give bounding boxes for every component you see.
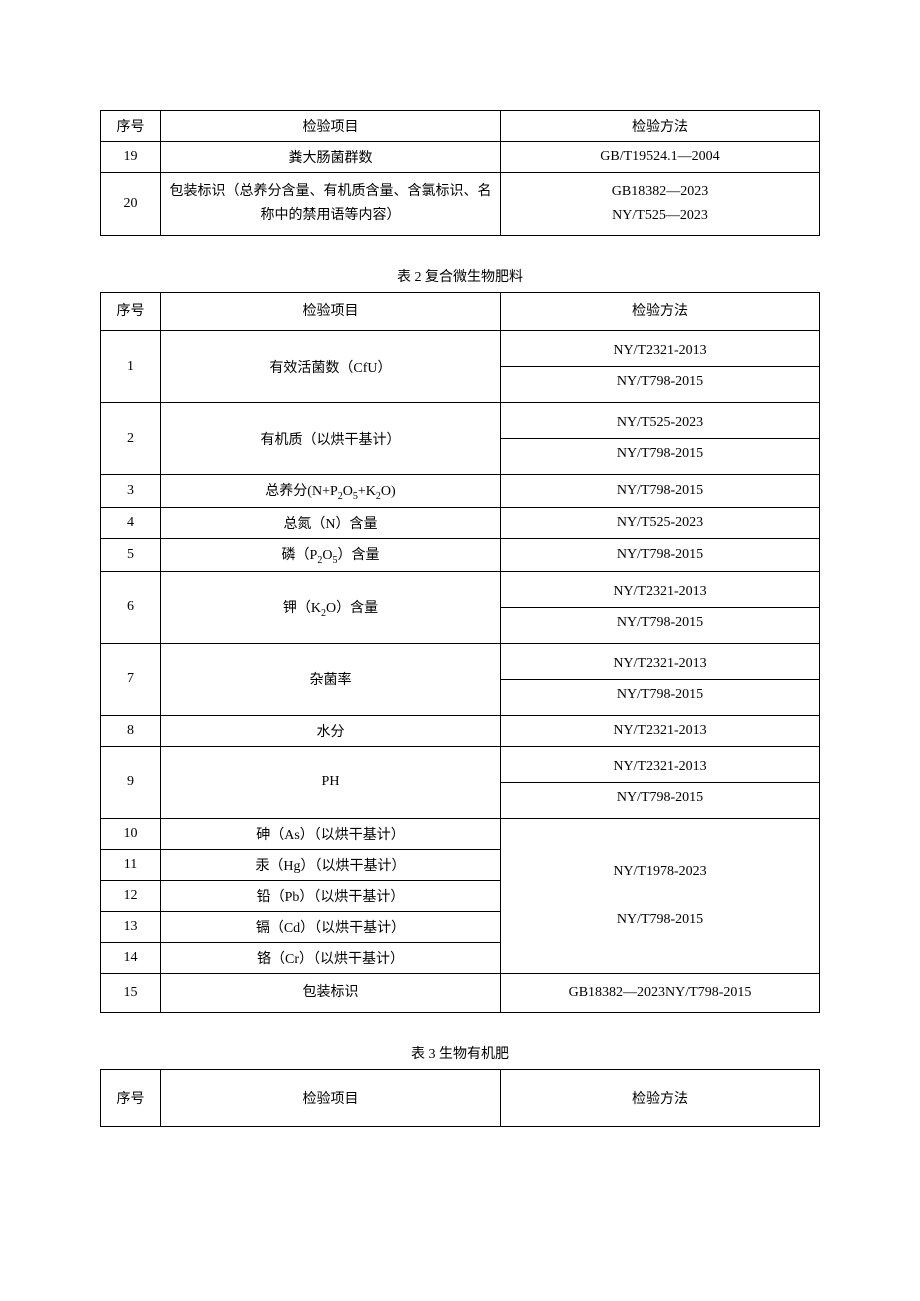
- cell-method: GB18382—2023 NY/T525—2023: [501, 173, 820, 236]
- header-item: 检验项目: [161, 1069, 501, 1126]
- method-a: NY/T1978-2023: [613, 864, 706, 879]
- method-line2: NY/T525—2023: [612, 208, 708, 223]
- header-num: 序号: [101, 292, 161, 331]
- cell-item: 镉（Cd）（以烘干基计）: [161, 911, 501, 942]
- header-num: 序号: [101, 111, 161, 142]
- method-b: NY/T798-2015: [501, 366, 819, 397]
- method-a: NY/T2321-2013: [505, 752, 815, 782]
- cell-item: PH: [161, 746, 501, 818]
- method-b: NY/T798-2015: [617, 912, 703, 927]
- method-a: NY/T525-2023: [505, 408, 815, 438]
- cell-num: 20: [101, 173, 161, 236]
- cell-num: 8: [101, 715, 161, 746]
- cell-num: 11: [101, 849, 161, 880]
- cell-method: NY/T2321-2013 NY/T798-2015: [501, 746, 820, 818]
- cell-num: 12: [101, 880, 161, 911]
- header-item: 检验项目: [161, 111, 501, 142]
- table-row: 9 PH NY/T2321-2013 NY/T798-2015: [101, 746, 820, 818]
- cell-num: 9: [101, 746, 161, 818]
- table-2: 序号 检验项目 检验方法 1 有效活菌数（CfU） NY/T2321-2013 …: [100, 292, 820, 1013]
- cell-item: 铬（Cr）（以烘干基计）: [161, 942, 501, 973]
- table-header-row: 序号 检验项目 检验方法: [101, 292, 820, 331]
- method-b: NY/T798-2015: [501, 679, 819, 710]
- table-row: 7 杂菌率 NY/T2321-2013 NY/T798-2015: [101, 643, 820, 715]
- table-row: 20 包装标识（总养分含量、有机质含量、含氯标识、名 称中的禁用语等内容） GB…: [101, 173, 820, 236]
- method-a: NY/T2321-2013: [505, 649, 815, 679]
- cell-num: 1: [101, 331, 161, 403]
- cell-num: 10: [101, 818, 161, 849]
- cell-method: NY/T798-2015: [501, 475, 820, 508]
- cell-item: 水分: [161, 715, 501, 746]
- cell-item: 总氮（N）含量: [161, 508, 501, 539]
- header-method: 检验方法: [501, 292, 820, 331]
- cell-item: 有效活菌数（CfU）: [161, 331, 501, 403]
- cell-num: 15: [101, 973, 161, 1012]
- cell-item: 有机质（以烘干基计）: [161, 403, 501, 475]
- table3-caption: 表 3 生物有机肥: [100, 1043, 820, 1063]
- cell-item: 砷（As）（以烘干基计）: [161, 818, 501, 849]
- table-row: 4 总氮（N）含量 NY/T525-2023: [101, 508, 820, 539]
- cell-method: NY/T2321-2013: [501, 715, 820, 746]
- cell-item: 铅（Pb）（以烘干基计）: [161, 880, 501, 911]
- cell-item: 钾（K2O）含量: [161, 571, 501, 643]
- cell-method: GB18382—2023NY/T798-2015: [501, 973, 820, 1012]
- table-header-row: 序号 检验项目 检验方法: [101, 1069, 820, 1126]
- cell-method: NY/T798-2015: [501, 539, 820, 572]
- method-b: NY/T798-2015: [501, 782, 819, 813]
- cell-method: NY/T2321-2013 NY/T798-2015: [501, 331, 820, 403]
- cell-method: NY/T525-2023 NY/T798-2015: [501, 403, 820, 475]
- method-b: NY/T798-2015: [501, 607, 819, 638]
- method-b: NY/T798-2015: [501, 438, 819, 469]
- table-row: 6 钾（K2O）含量 NY/T2321-2013 NY/T798-2015: [101, 571, 820, 643]
- method-a: NY/T2321-2013: [505, 336, 815, 366]
- header-method: 检验方法: [501, 111, 820, 142]
- item-line2: 称中的禁用语等内容）: [261, 208, 401, 223]
- cell-num: 2: [101, 403, 161, 475]
- table2-caption: 表 2 复合微生物肥料: [100, 266, 820, 286]
- table-1-fragment: 序号 检验项目 检验方法 19 粪大肠菌群数 GB/T19524.1—2004 …: [100, 110, 820, 236]
- cell-item: 磷（P2O5）含量: [161, 539, 501, 572]
- cell-num: 13: [101, 911, 161, 942]
- table-row: 8 水分 NY/T2321-2013: [101, 715, 820, 746]
- cell-num: 4: [101, 508, 161, 539]
- header-num: 序号: [101, 1069, 161, 1126]
- cell-num: 3: [101, 475, 161, 508]
- item-line1: 包装标识（总养分含量、有机质含量、含氯标识、名: [170, 184, 492, 199]
- method-line1: GB18382—2023: [612, 184, 708, 199]
- cell-item: 包装标识（总养分含量、有机质含量、含氯标识、名 称中的禁用语等内容）: [161, 173, 501, 236]
- cell-method: NY/T525-2023: [501, 508, 820, 539]
- table-row: 5 磷（P2O5）含量 NY/T798-2015: [101, 539, 820, 572]
- table-row: 2 有机质（以烘干基计） NY/T525-2023 NY/T798-2015: [101, 403, 820, 475]
- cell-item: 粪大肠菌群数: [161, 142, 501, 173]
- cell-item: 总养分(N+P2O5+K2O): [161, 475, 501, 508]
- cell-item: 包装标识: [161, 973, 501, 1012]
- cell-num: 14: [101, 942, 161, 973]
- cell-method-merged: NY/T1978-2023 NY/T798-2015: [501, 818, 820, 973]
- cell-num: 5: [101, 539, 161, 572]
- table-row: 15 包装标识 GB18382—2023NY/T798-2015: [101, 973, 820, 1012]
- table-row: 3 总养分(N+P2O5+K2O) NY/T798-2015: [101, 475, 820, 508]
- table-header-row: 序号 检验项目 检验方法: [101, 111, 820, 142]
- header-item: 检验项目: [161, 292, 501, 331]
- table-row: 10 砷（As）（以烘干基计） NY/T1978-2023 NY/T798-20…: [101, 818, 820, 849]
- cell-num: 6: [101, 571, 161, 643]
- table-row: 1 有效活菌数（CfU） NY/T2321-2013 NY/T798-2015: [101, 331, 820, 403]
- cell-item: 杂菌率: [161, 643, 501, 715]
- cell-num: 7: [101, 643, 161, 715]
- cell-method: GB/T19524.1—2004: [501, 142, 820, 173]
- cell-method: NY/T2321-2013 NY/T798-2015: [501, 643, 820, 715]
- cell-num: 19: [101, 142, 161, 173]
- header-method: 检验方法: [501, 1069, 820, 1126]
- method-a: NY/T2321-2013: [505, 577, 815, 607]
- table-3: 序号 检验项目 检验方法: [100, 1069, 820, 1127]
- table-row: 19 粪大肠菌群数 GB/T19524.1—2004: [101, 142, 820, 173]
- cell-method: NY/T2321-2013 NY/T798-2015: [501, 571, 820, 643]
- cell-item: 汞（Hg）（以烘干基计）: [161, 849, 501, 880]
